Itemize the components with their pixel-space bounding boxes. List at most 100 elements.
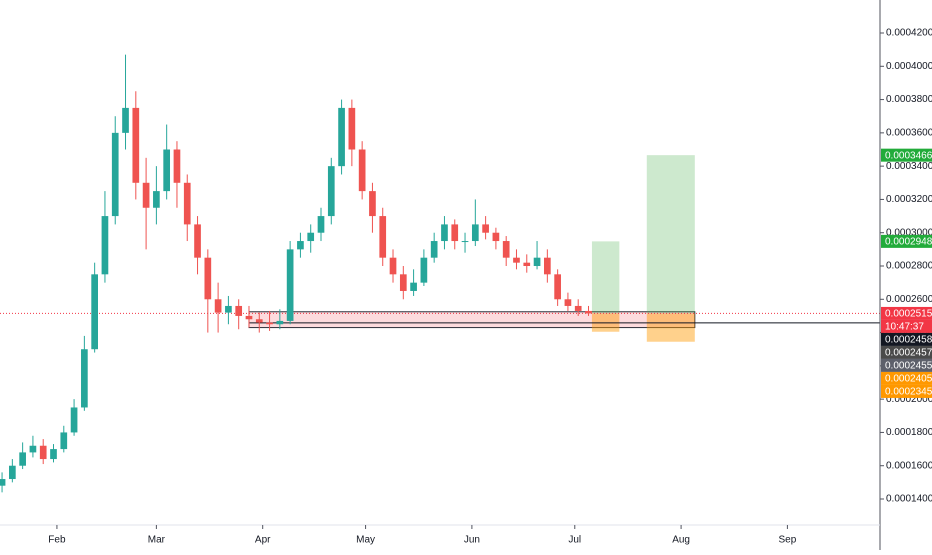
candle-body — [461, 241, 469, 243]
price-tag-label: 0.0002405 — [885, 374, 932, 385]
x-tick-label: Feb — [48, 535, 66, 546]
candle-body — [214, 299, 222, 313]
x-tick-label: Jun — [464, 535, 480, 546]
y-tick-label: 0.0002800 — [886, 261, 932, 272]
x-tick-label: Jul — [568, 535, 581, 546]
candle-body — [482, 224, 489, 233]
x-tick-label: May — [356, 535, 375, 546]
candle-body — [523, 262, 531, 267]
price-tag-label: 0.0002455 — [885, 361, 932, 372]
candle-body — [142, 182, 150, 208]
candle-body — [101, 216, 109, 275]
x-tick-label: Mar — [148, 535, 166, 546]
candle-body — [0, 479, 6, 486]
y-tick-label: 0.0003200 — [886, 194, 932, 205]
candle-body — [410, 282, 417, 291]
candle-body — [39, 445, 47, 460]
candle-body — [111, 132, 119, 217]
candle-body — [471, 224, 479, 242]
price-tag — [881, 358, 932, 372]
candle-body — [286, 249, 294, 321]
candle-body — [153, 191, 160, 208]
price-tag-label: 0.0002457 — [885, 348, 932, 359]
candle-body — [564, 299, 572, 306]
support-zone — [248, 311, 696, 329]
price-tag-label: 0.0002458 — [885, 335, 932, 346]
candle-body — [502, 241, 510, 258]
price-tag-label: 10:47:37 — [885, 322, 924, 333]
candle-body — [327, 166, 335, 217]
candle-body — [173, 149, 181, 183]
candle-body — [122, 107, 129, 133]
candle-body — [204, 257, 212, 300]
price-tag — [881, 332, 932, 346]
candle-body — [297, 241, 304, 250]
price-tag-label: 0.0003466 — [885, 150, 932, 161]
candle-body — [420, 257, 428, 283]
candle-body — [585, 310, 592, 314]
y-tick-label: 0.0002000 — [886, 394, 932, 405]
candle-body — [29, 445, 37, 453]
candle-body — [183, 182, 191, 225]
candle-body — [317, 216, 325, 233]
price-tag-label: 0.0002515 — [885, 309, 932, 320]
candle-body — [430, 241, 438, 258]
candle-body — [266, 322, 273, 325]
candle-body — [348, 107, 356, 150]
price-tag-label: 0.0002948 — [885, 237, 932, 248]
price-tags: 0.0003466 0.0002948 0.0002515 10:47:37 0.000… — [881, 148, 932, 398]
price-tag — [881, 234, 932, 248]
candle-body — [513, 257, 520, 263]
price-tag — [881, 306, 932, 320]
y-tick-label: 0.0003400 — [886, 161, 932, 172]
candle-body — [338, 107, 345, 167]
profit-box — [646, 155, 695, 314]
candle-body — [91, 274, 98, 350]
y-tick-label: 0.0001400 — [886, 494, 932, 505]
x-tick-label: Apr — [255, 535, 271, 546]
loss-box — [646, 313, 695, 342]
candle-body — [379, 216, 387, 258]
candle-body — [369, 191, 376, 217]
price-tag — [881, 345, 932, 359]
y-tick-label: 0.0004200 — [886, 28, 932, 39]
candle-body — [81, 349, 88, 408]
candle-body — [492, 232, 500, 242]
candle-body — [9, 465, 16, 480]
candle-body — [399, 274, 407, 291]
candle-body — [50, 449, 57, 460]
y-tick-label: 0.0003000 — [886, 227, 932, 238]
candle-body — [225, 305, 232, 313]
candle-body — [255, 319, 263, 323]
candle-body — [533, 257, 541, 267]
candle-body — [276, 320, 284, 325]
candle-body — [543, 257, 551, 275]
y-tick-label: 0.0001800 — [886, 427, 932, 438]
y-tick-label: 0.0003800 — [886, 94, 932, 105]
price-tag — [881, 384, 932, 398]
candle-body — [194, 224, 201, 258]
candles — [0, 54, 592, 493]
candle-body — [451, 224, 459, 242]
y-tick-label: 0.0004000 — [886, 61, 932, 72]
x-tick-label: Sep — [779, 535, 797, 546]
candle-body — [19, 452, 26, 466]
candle-body — [358, 149, 366, 192]
candle-body — [70, 407, 78, 433]
shapes — [0, 155, 880, 342]
candle-body — [163, 149, 171, 192]
price-tag-label: 0.0002345 — [885, 387, 932, 398]
y-tick-label: 0.0003600 — [886, 128, 932, 139]
price-tag — [881, 319, 932, 333]
candle-body — [235, 305, 243, 316]
price-tag — [881, 148, 932, 162]
profit-box — [591, 241, 620, 314]
x-tick-label: Aug — [672, 535, 690, 546]
price-tag — [881, 371, 932, 385]
candle-body — [574, 305, 582, 311]
candle-body — [60, 432, 68, 450]
y-tick-label: 0.0002600 — [886, 294, 932, 305]
candle-body — [389, 257, 397, 275]
